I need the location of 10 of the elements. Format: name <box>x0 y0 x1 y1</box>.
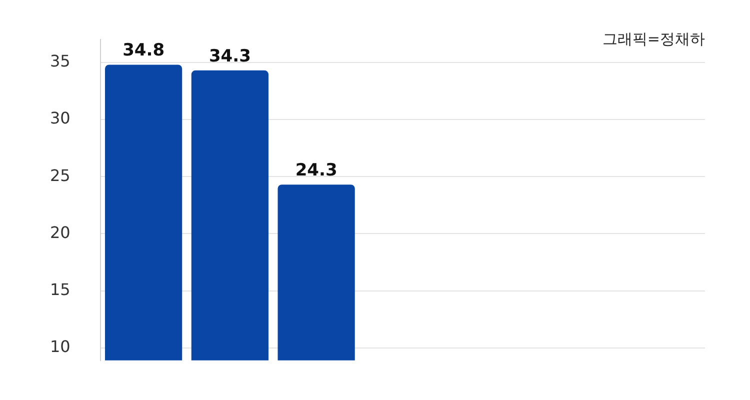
y-tick-label: 20 <box>50 222 70 242</box>
y-tick-label: 25 <box>50 166 70 185</box>
y-tick-label: 30 <box>50 108 70 128</box>
y-tick-label: 10 <box>50 337 70 356</box>
data-label: 24.3 <box>295 160 338 181</box>
annotation: 그래픽=정채하 <box>602 30 705 48</box>
data-label: 34.3 <box>208 46 251 66</box>
y-tick-label: 15 <box>50 280 70 299</box>
y-tick-label: 35 <box>50 52 70 71</box>
data-label: 34.8 <box>122 40 165 61</box>
